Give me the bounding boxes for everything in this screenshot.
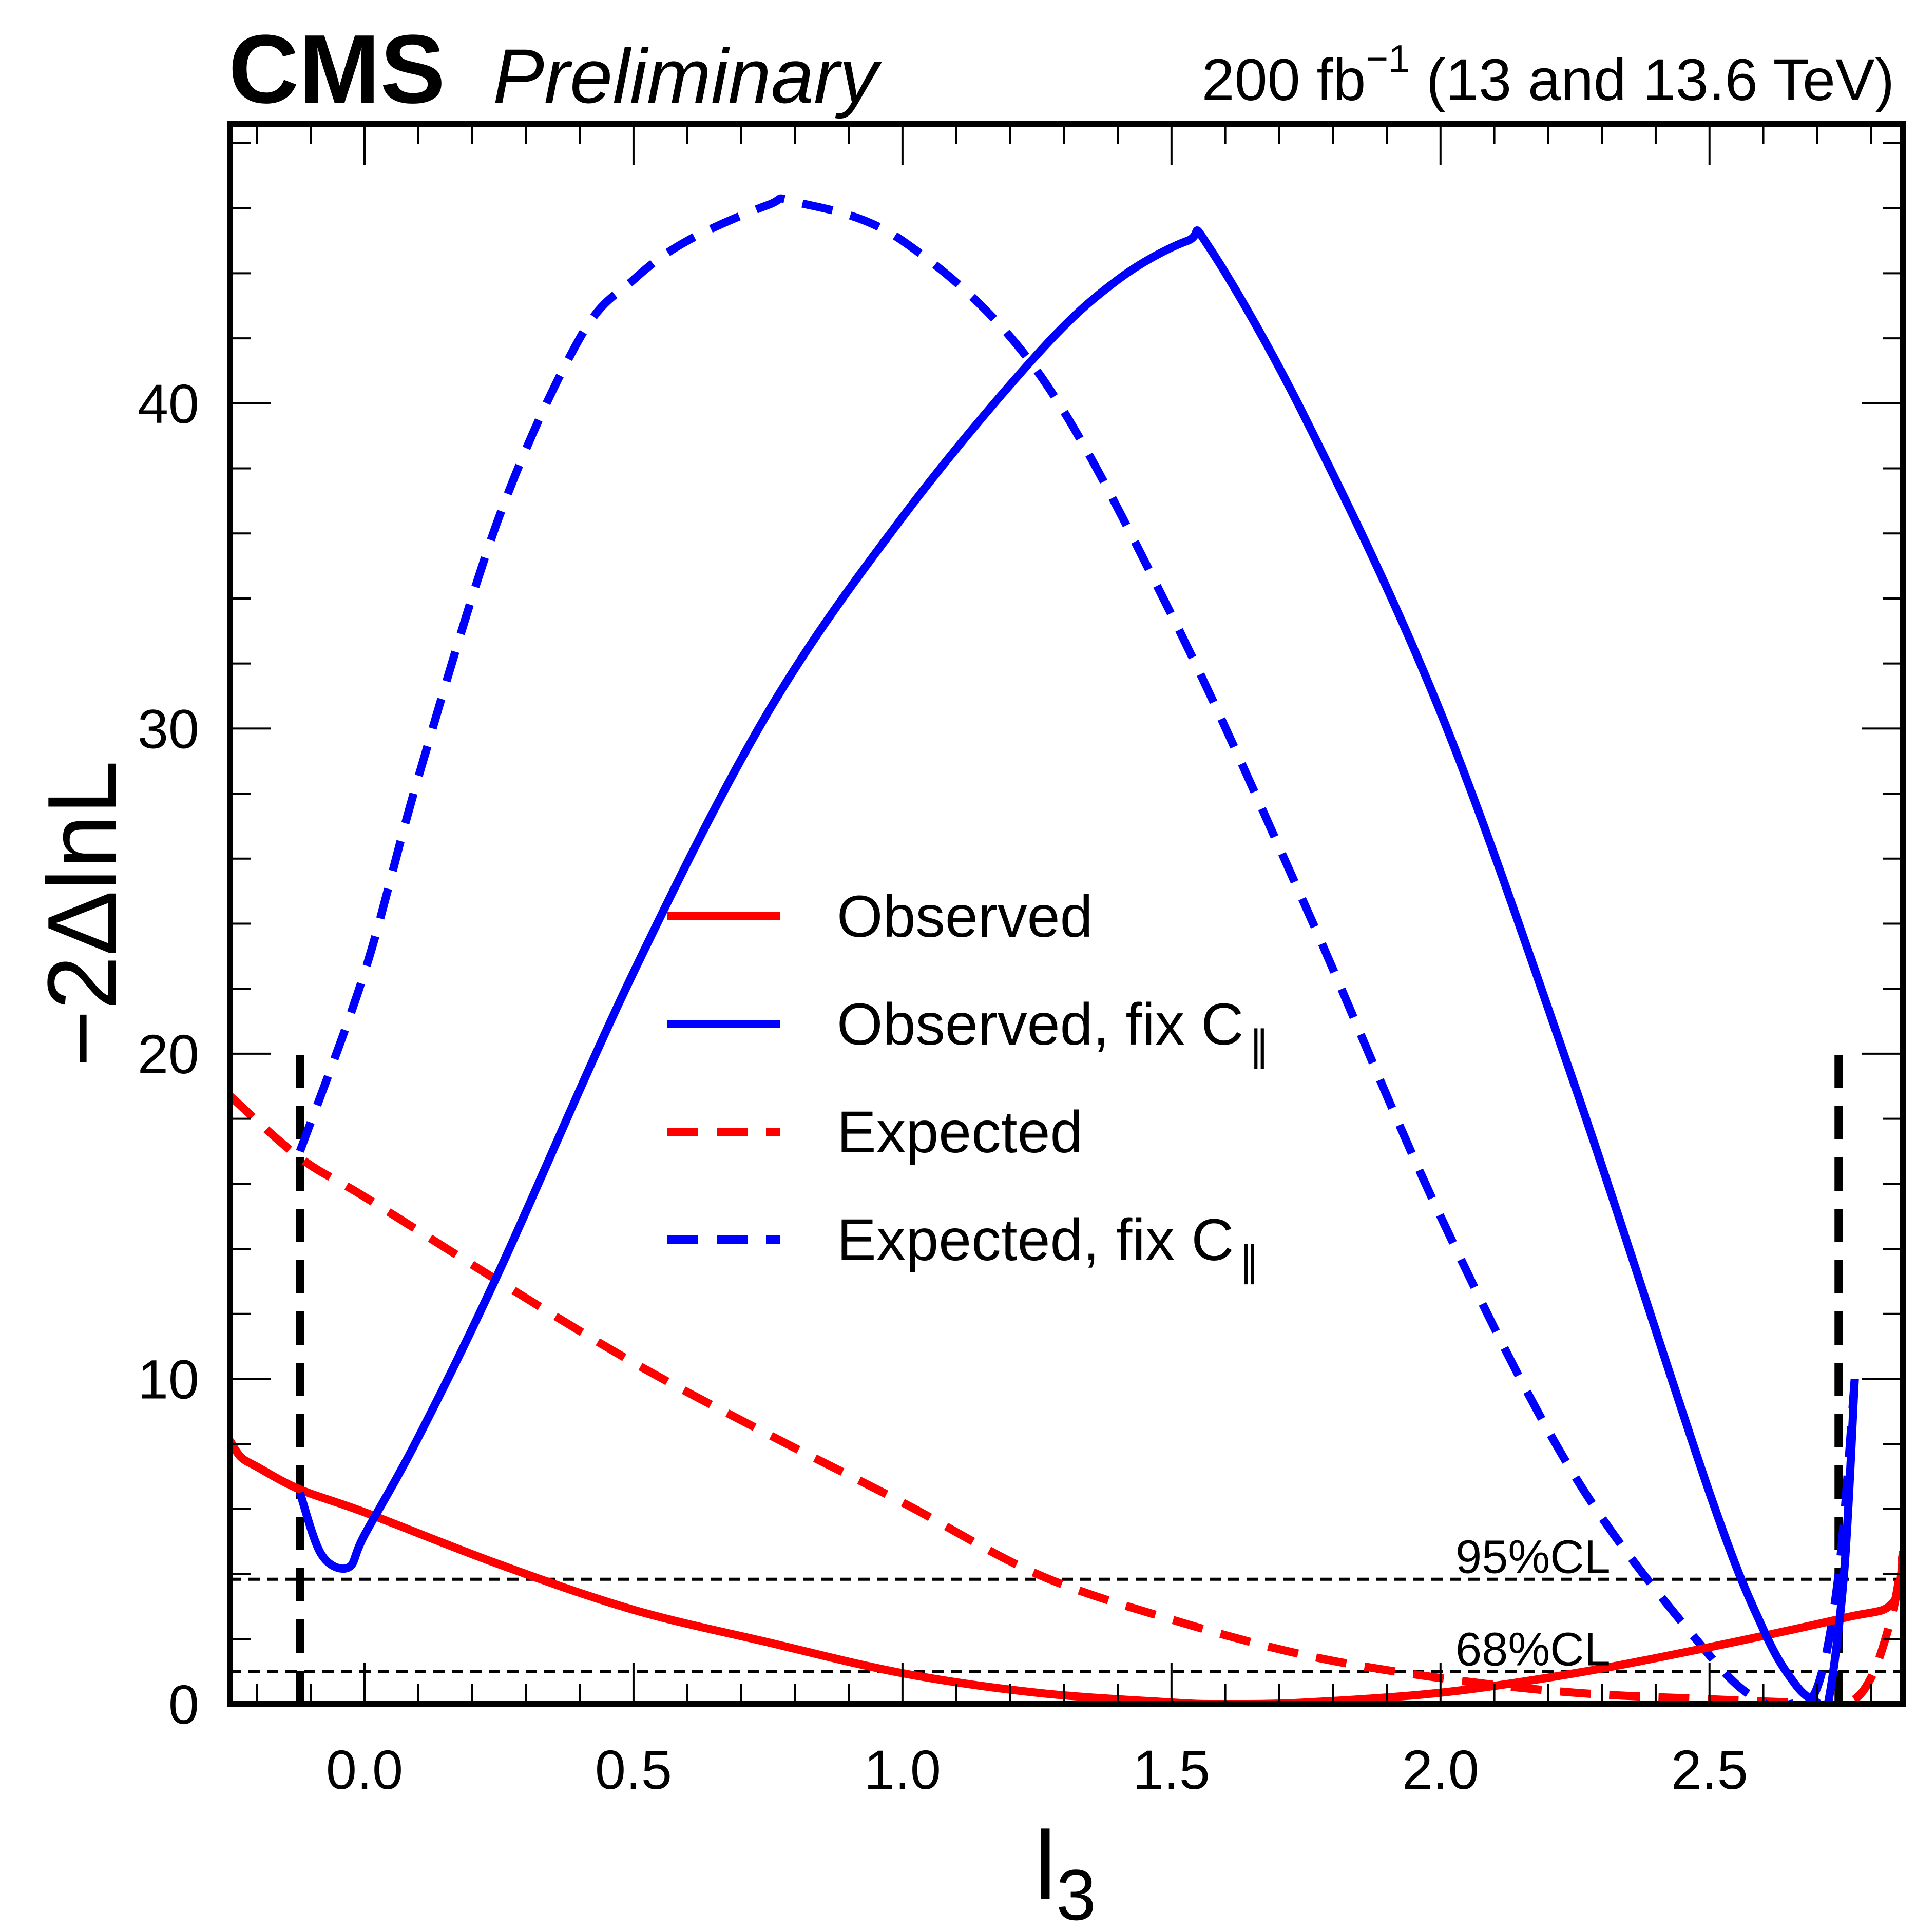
y-tick-label: 10 — [138, 1348, 199, 1410]
x-axis-title-main: l — [1034, 1811, 1056, 1920]
series-layer — [230, 194, 1903, 1704]
legend-label-expected: Expected — [837, 1099, 1083, 1165]
x-axis-title-subscript: 3 — [1056, 1854, 1096, 1932]
legend-label-observed-fix: Observed, fix C ∥ — [837, 992, 1269, 1069]
experiment-label: CMS — [228, 15, 445, 124]
energy-label: (13 and 13.6 TeV) — [1426, 47, 1894, 113]
axes — [227, 121, 1906, 1707]
x-axis-title: l3 — [1034, 1811, 1096, 1932]
series-observed — [230, 1438, 1903, 1704]
svg-text:l3: l3 — [1034, 1811, 1096, 1932]
svg-text:200 fb−1 (13 and 13.6 TeV): 200 fb−1 (13 and 13.6 TeV) — [1202, 37, 1894, 113]
x-tick-label: 0.0 — [326, 1738, 403, 1801]
cl68-label: 68%CL — [1455, 1624, 1611, 1676]
legend-item-expected: Expected — [667, 1099, 1083, 1165]
legend-label-observed: Observed — [837, 884, 1093, 950]
x-tick-label: 2.5 — [1671, 1738, 1748, 1801]
x-tick-labels: 0.0 0.5 1.0 1.5 2.0 2.5 — [326, 1738, 1748, 1801]
cl-labels: 95%CL 68%CL — [1455, 1531, 1611, 1676]
legend-label-expected-fix: Expected, fix C ∥ — [837, 1207, 1259, 1285]
y-tick-labels: 0 10 20 30 40 — [138, 373, 199, 1735]
series-observed-fix-c — [296, 226, 1859, 1704]
y-tick-label: 30 — [138, 698, 199, 760]
legend-item-observed-fix: Observed, fix C ∥ — [667, 992, 1269, 1069]
plot-frame — [227, 121, 1906, 1707]
energy-value — [1410, 47, 1426, 113]
x-tick-label: 0.5 — [595, 1738, 672, 1801]
x-tick-label: 1.0 — [864, 1738, 941, 1801]
series-expected — [230, 1093, 1903, 1704]
luminosity-value: 200 fb — [1202, 47, 1366, 113]
y-tick-label: 40 — [138, 373, 199, 435]
y-tick-label: 0 — [168, 1673, 199, 1735]
y-axis-title: −2ΔlnL — [28, 760, 137, 1067]
legend-item-observed: Observed — [667, 884, 1093, 950]
y-tick-label: 20 — [138, 1023, 199, 1085]
luminosity-exponent: −1 — [1366, 37, 1410, 80]
cl95-label: 95%CL — [1455, 1531, 1611, 1583]
x-tick-label: 2.0 — [1402, 1738, 1479, 1801]
luminosity-label: 200 fb−1 (13 and 13.6 TeV) — [1202, 37, 1894, 113]
series-expected-fix-c — [296, 194, 1859, 1704]
status-label: Preliminary — [493, 33, 882, 119]
x-tick-label: 1.5 — [1133, 1738, 1210, 1801]
legend-item-expected-fix: Expected, fix C ∥ — [667, 1207, 1259, 1285]
legend: Observed Observed, fix C ∥ Expected Expec… — [667, 884, 1269, 1285]
